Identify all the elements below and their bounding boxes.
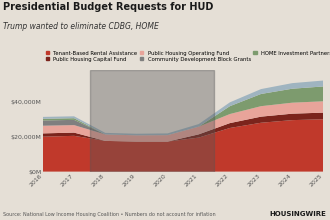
Bar [90, 70, 214, 172]
Text: HOUSINGWIRE: HOUSINGWIRE [270, 211, 327, 217]
Legend: Tenant-Based Rental Assistance, Public Housing Capital Fund, Public Housing Oper: Tenant-Based Rental Assistance, Public H… [46, 51, 330, 62]
Text: Trump wanted to eliminate CDBG, HOME: Trump wanted to eliminate CDBG, HOME [3, 22, 159, 31]
Text: Presidential Budget Requests for HUD: Presidential Budget Requests for HUD [3, 2, 214, 12]
Text: Source: National Low Income Housing Coalition • Numbers do not account for infla: Source: National Low Income Housing Coal… [3, 212, 216, 217]
